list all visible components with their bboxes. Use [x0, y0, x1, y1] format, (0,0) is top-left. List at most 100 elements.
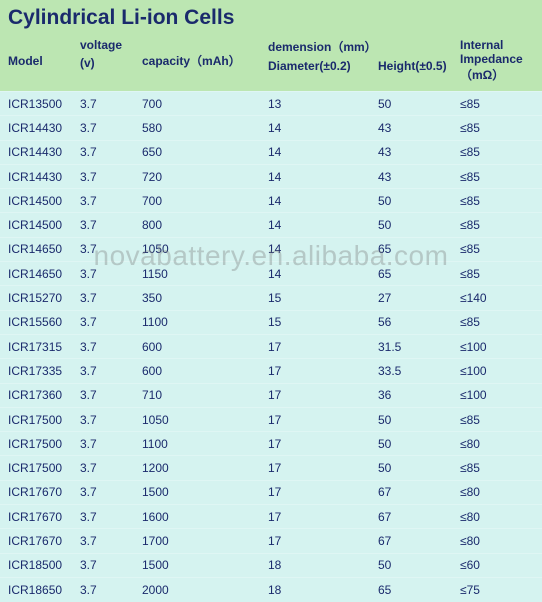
- cell-height: 33.5: [378, 364, 460, 378]
- table-row: ICR152703.73501527≤140: [0, 285, 542, 309]
- cell-impedance: ≤85: [460, 145, 540, 159]
- table-row: ICR186503.720001865≤75: [0, 577, 542, 601]
- col-header-diameter: Diameter(±0.2): [268, 59, 378, 73]
- cell-impedance: ≤85: [460, 413, 540, 427]
- cell-voltage: 3.7: [80, 242, 142, 256]
- table-row: ICR145003.78001450≤85: [0, 212, 542, 236]
- cell-voltage: 3.7: [80, 291, 142, 305]
- table-row: ICR146503.710501465≤85: [0, 237, 542, 261]
- cell-voltage: 3.7: [80, 583, 142, 597]
- col-header-capacity-label: capacity（mAh）: [142, 52, 241, 69]
- page-title: Cylindrical Li-ion Cells: [0, 0, 542, 34]
- cell-model: ICR14500: [8, 218, 80, 232]
- cell-height: 65: [378, 583, 460, 597]
- table-row: ICR175003.712001750≤85: [0, 455, 542, 479]
- cell-capacity: 1600: [142, 510, 268, 524]
- cell-height: 50: [378, 461, 460, 475]
- cell-capacity: 700: [142, 97, 268, 111]
- cell-voltage: 3.7: [80, 97, 142, 111]
- cell-diameter: 17: [268, 340, 378, 354]
- col-header-impedance-l3: （mΩ）: [460, 66, 540, 83]
- cell-diameter: 18: [268, 558, 378, 572]
- col-header-voltage-l1: voltage: [80, 38, 142, 52]
- table-row: ICR146503.711501465≤85: [0, 261, 542, 285]
- cell-capacity: 1700: [142, 534, 268, 548]
- col-header-voltage: voltage (v): [80, 38, 142, 83]
- cell-diameter: 14: [268, 170, 378, 184]
- cell-height: 56: [378, 315, 460, 329]
- cell-voltage: 3.7: [80, 340, 142, 354]
- cell-diameter: 17: [268, 388, 378, 402]
- cell-capacity: 650: [142, 145, 268, 159]
- cell-model: ICR14500: [8, 194, 80, 208]
- cell-capacity: 800: [142, 218, 268, 232]
- cell-voltage: 3.7: [80, 437, 142, 451]
- cell-model: ICR14430: [8, 170, 80, 184]
- cell-impedance: ≤85: [460, 315, 540, 329]
- cell-capacity: 580: [142, 121, 268, 135]
- cell-model: ICR17335: [8, 364, 80, 378]
- cell-impedance: ≤85: [460, 242, 540, 256]
- col-header-impedance-l1: Internal: [460, 38, 540, 52]
- cell-voltage: 3.7: [80, 218, 142, 232]
- cell-diameter: 15: [268, 291, 378, 305]
- cell-impedance: ≤80: [460, 485, 540, 499]
- col-header-capacity: capacity（mAh）: [142, 38, 268, 83]
- cell-height: 36: [378, 388, 460, 402]
- cell-diameter: 17: [268, 485, 378, 499]
- table-row: ICR155603.711001556≤85: [0, 310, 542, 334]
- cell-capacity: 1500: [142, 485, 268, 499]
- cell-impedance: ≤85: [460, 218, 540, 232]
- col-header-dimension: demension（mm） Diameter(±0.2) Height(±0.5…: [268, 38, 460, 83]
- cell-diameter: 14: [268, 267, 378, 281]
- table-row: ICR144303.75801443≤85: [0, 115, 542, 139]
- cell-height: 43: [378, 121, 460, 135]
- table-row: ICR173603.77101736≤100: [0, 383, 542, 407]
- cell-height: 43: [378, 170, 460, 184]
- cell-height: 50: [378, 97, 460, 111]
- cell-impedance: ≤80: [460, 534, 540, 548]
- cell-impedance: ≤85: [460, 267, 540, 281]
- cell-height: 67: [378, 485, 460, 499]
- cell-height: 50: [378, 218, 460, 232]
- col-header-model: Model: [8, 38, 80, 83]
- table-body: ICR135003.77001350≤85ICR144303.75801443≤…: [0, 91, 542, 601]
- table-row: ICR144303.76501443≤85: [0, 140, 542, 164]
- cell-impedance: ≤140: [460, 291, 540, 305]
- cell-impedance: ≤100: [460, 340, 540, 354]
- table-row: ICR176703.717001767≤80: [0, 528, 542, 552]
- cell-height: 43: [378, 145, 460, 159]
- cell-impedance: ≤100: [460, 364, 540, 378]
- col-header-impedance-l2: Impedance: [460, 52, 540, 66]
- cell-height: 67: [378, 534, 460, 548]
- cell-impedance: ≤85: [460, 121, 540, 135]
- cell-capacity: 1500: [142, 558, 268, 572]
- table-row: ICR144303.77201443≤85: [0, 164, 542, 188]
- cell-voltage: 3.7: [80, 510, 142, 524]
- cell-voltage: 3.7: [80, 388, 142, 402]
- cell-diameter: 14: [268, 242, 378, 256]
- cell-capacity: 1050: [142, 242, 268, 256]
- cell-height: 65: [378, 242, 460, 256]
- cell-diameter: 18: [268, 583, 378, 597]
- cell-model: ICR13500: [8, 97, 80, 111]
- table-row: ICR145003.77001450≤85: [0, 188, 542, 212]
- cell-voltage: 3.7: [80, 364, 142, 378]
- cell-voltage: 3.7: [80, 485, 142, 499]
- cell-model: ICR15270: [8, 291, 80, 305]
- col-header-height: Height(±0.5): [378, 59, 460, 73]
- cell-capacity: 1050: [142, 413, 268, 427]
- cell-model: ICR17670: [8, 534, 80, 548]
- cell-model: ICR18500: [8, 558, 80, 572]
- cell-diameter: 17: [268, 534, 378, 548]
- cell-impedance: ≤85: [460, 461, 540, 475]
- cell-capacity: 1100: [142, 437, 268, 451]
- col-header-model-label: Model: [8, 54, 43, 68]
- cell-capacity: 600: [142, 340, 268, 354]
- cell-height: 50: [378, 413, 460, 427]
- cell-model: ICR17360: [8, 388, 80, 402]
- cell-capacity: 700: [142, 194, 268, 208]
- cell-voltage: 3.7: [80, 315, 142, 329]
- cell-capacity: 2000: [142, 583, 268, 597]
- table-row: ICR176703.716001767≤80: [0, 504, 542, 528]
